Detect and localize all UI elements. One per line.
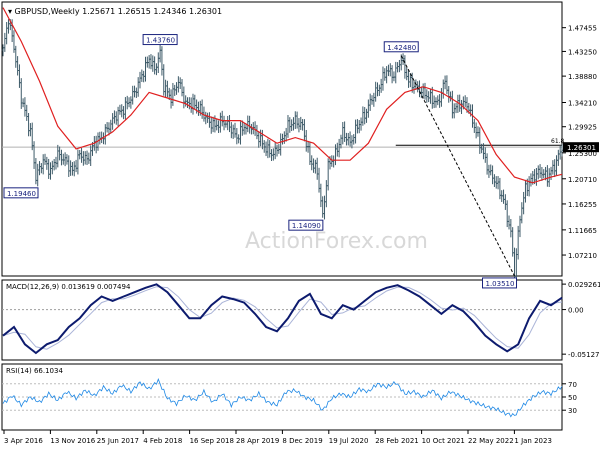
price-annotation-label: 1.43760 <box>146 37 175 45</box>
price-annotation: 1.43760 <box>142 34 178 46</box>
x-tick-label: 13 Nov 2016 <box>50 437 95 445</box>
fib-618-label: 61.8 <box>551 138 565 145</box>
y-tick-label: 1.25300 <box>568 150 597 158</box>
y-tick-label: 1.29925 <box>568 124 597 132</box>
price-panel: ▾ GBPUSD,Weekly 1.25671 1.26515 1.24346 … <box>1 7 565 289</box>
macd-tick-label: 0.029261 <box>568 281 600 289</box>
price-annotation: 1.42480 <box>383 41 419 53</box>
rsi-line <box>2 378 563 418</box>
price-annotation-label: 1.19460 <box>7 190 36 198</box>
y-tick-label: 1.20710 <box>568 176 597 184</box>
x-tick-label: 3 Apr 2016 <box>4 437 43 445</box>
grid-layer <box>2 146 562 411</box>
x-tick-label: 19 Jul 2020 <box>329 437 369 445</box>
x-tick-label: 28 Apr 2019 <box>236 437 279 445</box>
price-annotation: 1.03510 <box>482 277 518 289</box>
last-price-tag: 1.26301 <box>563 142 599 153</box>
watermark: ActionForex.com <box>245 229 428 254</box>
x-tick-label: 8 Dec 2019 <box>282 437 322 445</box>
last-price-label: 1.26301 <box>567 144 596 152</box>
rsi-tick-label: 50 <box>568 394 577 402</box>
main-title: ▾ GBPUSD,Weekly 1.25671 1.26515 1.24346 … <box>8 7 222 16</box>
macd-tick-label: -0.051279 <box>568 351 600 359</box>
panels-layer <box>1 1 563 431</box>
rsi-tick-label: 70 <box>568 381 577 389</box>
y-tick-label: 1.43250 <box>568 48 597 56</box>
price-annotation-label: 1.03510 <box>486 280 515 288</box>
macd-signal-line <box>2 286 563 350</box>
x-tick-label: 22 May 2022 <box>468 437 514 445</box>
price-annotation: 1.19460 <box>3 187 39 199</box>
macd-title: MACD(12,26,9) 0.013619 0.007494 <box>6 283 131 291</box>
x-tick-label: 4 Feb 2018 <box>143 437 182 445</box>
macd-line <box>2 283 563 355</box>
price-annotation-label: 1.42480 <box>387 44 416 52</box>
y-tick-label: 1.47455 <box>568 25 597 33</box>
x-tick-label: 16 Sep 2018 <box>190 437 234 445</box>
price-bars <box>1 19 564 283</box>
x-tick-label: 28 Feb 2021 <box>375 437 419 445</box>
macd-panel: MACD(12,26,9) 0.013619 0.007494 <box>2 283 563 355</box>
moving-average-line <box>2 7 563 184</box>
y-tick-label: 1.38880 <box>568 73 597 81</box>
axis-layer: 1.47455 1.43250 1.38880 1.34210 1.29925 1.253… <box>3 25 600 445</box>
y-tick-label: 1.11665 <box>568 227 597 235</box>
rsi-title: RSI(14) 66.1034 <box>6 367 63 375</box>
trendline <box>400 55 515 277</box>
y-tick-label: 1.16255 <box>568 201 597 209</box>
x-tick-label: 25 Jun 2017 <box>97 437 139 445</box>
rsi-panel: RSI(14) 66.1034 <box>2 367 563 418</box>
macd-tick-label: 0.00 <box>568 307 584 315</box>
macd-frame <box>1 279 563 361</box>
y-tick-label: 1.07210 <box>568 252 597 260</box>
price-annotation: 1.14090 <box>288 219 324 231</box>
rsi-tick-label: 30 <box>568 407 577 415</box>
y-tick-label: 1.34210 <box>568 100 597 108</box>
price-annotation-label: 1.14090 <box>292 222 321 230</box>
x-tick-label: 10 Oct 2021 <box>422 437 465 445</box>
x-tick-label: 1 Jan 2023 <box>514 437 552 445</box>
